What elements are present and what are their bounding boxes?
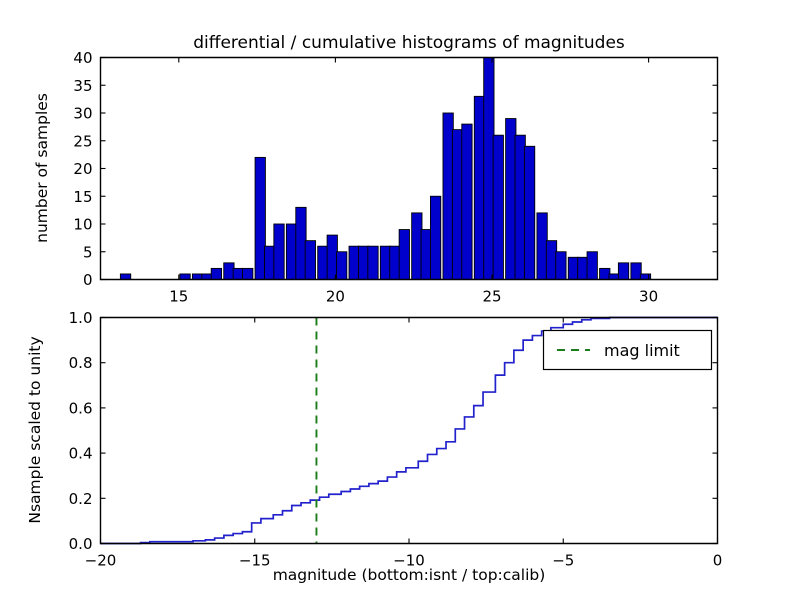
top-y-ticklabel: 25 (73, 132, 92, 150)
histogram-bar (484, 58, 494, 280)
bottom-y-ticklabel: 0.8 (69, 354, 93, 372)
top-y-ticklabel: 0 (83, 271, 93, 289)
top-y-ticklabel: 30 (73, 105, 92, 123)
histogram-bar (296, 207, 306, 279)
histogram-bar (631, 263, 641, 280)
top-y-ticklabel: 20 (73, 160, 92, 178)
histogram-bar (233, 268, 243, 279)
histogram-bar (264, 246, 274, 279)
bottom-x-ticklabel: −5 (552, 552, 574, 570)
bottom-x-ticklabel: −15 (239, 552, 271, 570)
histogram-bar (390, 246, 400, 279)
top-y-ticklabel: 15 (73, 188, 92, 206)
histogram-bar (192, 274, 202, 280)
histogram-bar (546, 241, 556, 280)
bottom-y-ticklabel: 0.2 (69, 490, 93, 508)
top-x-ticklabel: 25 (482, 288, 501, 306)
histogram-bar (211, 268, 221, 279)
histogram-bar (452, 130, 462, 280)
histogram-bar (600, 268, 610, 279)
histogram-bar (515, 135, 525, 279)
histogram-bar (537, 213, 547, 280)
histogram-bar (462, 124, 472, 279)
top-y-ticklabel: 10 (73, 216, 92, 234)
histogram-bar (474, 96, 484, 279)
bottom-y-ticklabel: 1.0 (69, 309, 93, 327)
histogram-bar (568, 257, 578, 279)
histogram-bar (336, 252, 346, 280)
histogram-bar (556, 252, 566, 280)
histogram-bar (318, 246, 328, 279)
bottom-y-ticklabel: 0.6 (69, 399, 93, 417)
histogram-bar (578, 257, 588, 279)
histogram-bar (255, 157, 265, 279)
top-y-ticklabel: 5 (83, 243, 93, 261)
histogram-bar (120, 274, 130, 280)
histogram-bar (224, 263, 234, 280)
histogram-bar (274, 224, 284, 280)
bottom-y-axis-label: Nsample scaled to unity (26, 336, 44, 523)
matplotlib-figure: differential / cumulative histograms of … (0, 0, 800, 600)
bottom-x-ticklabel: 0 (713, 552, 723, 570)
top-y-ticklabel: 35 (73, 77, 92, 95)
histogram-bar (506, 119, 516, 280)
top-x-ticklabel: 30 (639, 288, 658, 306)
legend-label-mag-limit: mag limit (604, 341, 680, 360)
bottom-x-ticklabel: −20 (85, 552, 117, 570)
histogram-bar (286, 224, 296, 280)
figure-canvas: differential / cumulative histograms of … (0, 0, 800, 600)
histogram-bar (358, 246, 368, 279)
histogram-bar (399, 230, 409, 280)
histogram-bar (609, 274, 619, 280)
bottom-x-axis-label: magnitude (bottom:isnt / top:calib) (273, 566, 546, 584)
histogram-bar (430, 196, 440, 279)
bottom-y-ticklabel: 0.4 (69, 445, 93, 463)
histogram-bar (305, 241, 315, 280)
top-panel-axes: differential / cumulative histograms of … (33, 33, 718, 306)
histogram-bar (443, 113, 453, 280)
histogram-bar (412, 213, 422, 280)
bottom-y-ticklabel: 0.0 (69, 535, 93, 553)
legend[interactable]: mag limit (544, 331, 712, 370)
top-y-axis-label: number of samples (33, 93, 51, 243)
bottom-panel-axes: 0.00.20.40.60.81.0 −20−15−10−50 Nsample … (26, 309, 722, 584)
histogram-bar (380, 246, 390, 279)
histogram-bar (618, 263, 628, 280)
histogram-bar (524, 146, 534, 279)
histogram-bar (421, 230, 431, 280)
top-y-ticklabel: 40 (73, 49, 92, 67)
histogram-bar (587, 252, 597, 280)
histogram-bar (180, 274, 190, 280)
histogram-bar (493, 135, 503, 279)
top-x-ticklabel: 15 (169, 288, 188, 306)
histogram-bar (368, 246, 378, 279)
histogram-bar (243, 268, 253, 279)
histogram-bar (202, 274, 212, 280)
chart-title: differential / cumulative histograms of … (193, 33, 625, 53)
histogram-bar (349, 246, 359, 279)
top-x-ticklabel: 20 (326, 288, 345, 306)
histogram-bar (327, 235, 337, 279)
